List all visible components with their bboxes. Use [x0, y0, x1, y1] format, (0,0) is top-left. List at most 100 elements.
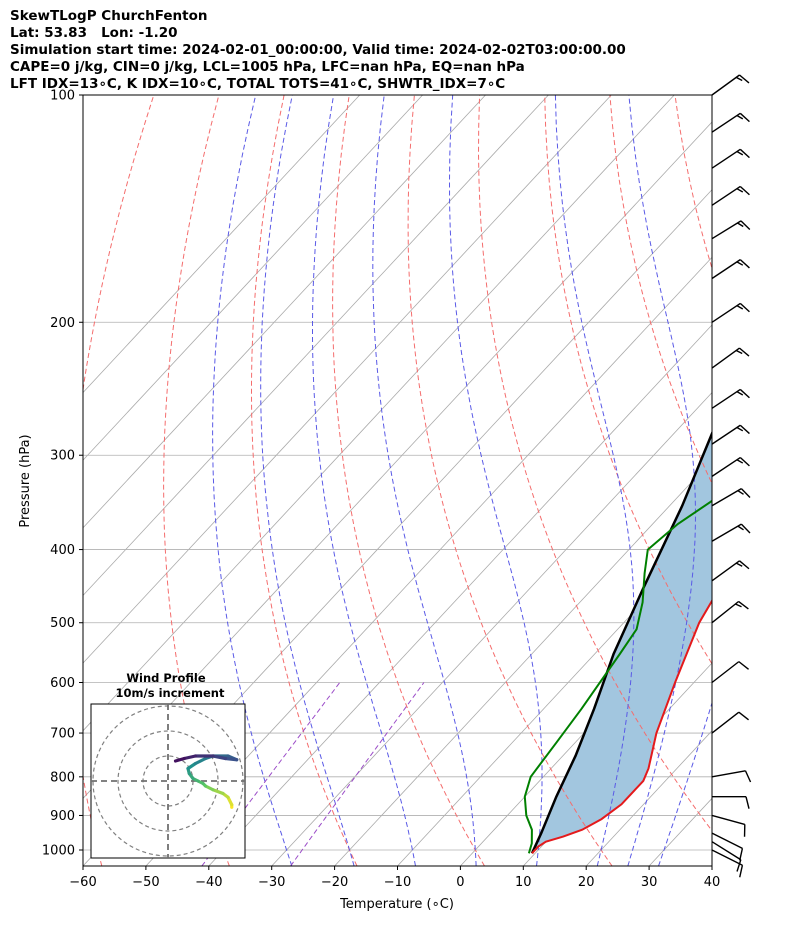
temperature-profile-line	[531, 598, 712, 854]
wind-barb-staff	[711, 347, 740, 369]
isotherm-line	[83, 95, 423, 461]
wind-barb-flag	[739, 302, 750, 313]
wind-barb-staff	[711, 456, 741, 477]
wind-barb-flag	[737, 490, 744, 495]
wind-barb	[711, 302, 750, 323]
wind-barb	[711, 259, 750, 280]
moist-adiabats	[212, 95, 712, 866]
wind-barb-staff	[711, 849, 743, 866]
wind-barb-flag	[739, 848, 744, 861]
dry-adiabats	[83, 95, 712, 866]
y-axis-label: Pressure (hPa)	[18, 434, 33, 527]
moist-adiabat-line	[372, 95, 477, 866]
isotherm-line	[83, 95, 361, 394]
dry-adiabat-line	[251, 95, 358, 866]
wind-barb-staff	[711, 661, 740, 684]
wind-barb	[711, 841, 742, 872]
wind-barb-flag	[736, 426, 744, 432]
moist-adiabat-line	[627, 95, 697, 866]
isotherm-line	[208, 324, 712, 866]
wind-barb-flag	[739, 457, 750, 467]
moist-adiabat-line	[212, 95, 293, 866]
wind-barb-flag	[738, 711, 750, 721]
y-tick-label: 800	[50, 770, 75, 785]
wind-barb-flag	[738, 661, 750, 670]
isotherm-line	[83, 95, 675, 732]
isotherm-line	[711, 865, 712, 866]
wind-barb-staff	[711, 424, 741, 445]
wind-barb	[711, 560, 750, 582]
y-tick-label: 500	[50, 616, 75, 631]
wind-barb-staff	[711, 832, 743, 850]
wind-barb-flag	[738, 600, 749, 610]
x-tick-label: −60	[69, 875, 96, 890]
hodograph-segment	[223, 756, 239, 762]
hodograph-segment	[193, 756, 208, 766]
wind-barb-staff	[711, 523, 742, 542]
title-line-location: Lat: 53.83 Lon: -1.20	[10, 25, 178, 41]
hodograph-segment	[173, 756, 186, 763]
isotherm-line	[585, 730, 712, 866]
wind-barb-flag	[737, 222, 744, 228]
moist-adiabat-line	[658, 701, 712, 866]
wind-barb	[711, 347, 750, 369]
wind-barb-staff	[711, 488, 742, 507]
dry-adiabat-line	[609, 95, 712, 485]
x-tick-label: −30	[258, 875, 285, 890]
wind-barb	[711, 711, 750, 734]
moist-adiabat-line	[448, 95, 543, 866]
x-tick-label: −50	[132, 875, 159, 890]
dry-adiabat-line	[477, 95, 712, 832]
wind-barb-flag	[739, 148, 750, 159]
wind-barb-staff	[711, 560, 740, 582]
wind-barb-staff	[711, 388, 741, 409]
isotherm-line	[397, 527, 712, 866]
x-tick-label: 30	[641, 875, 658, 890]
axis-ticks: −60 −50 −40 −30 −20 −10 0 10 20 30 40 1000 900 800 700…	[42, 89, 720, 891]
wind-barb	[711, 220, 751, 240]
wind-barb-flag	[739, 112, 750, 123]
wind-barb-flag	[740, 488, 751, 498]
y-tick-label: 700	[50, 727, 75, 742]
wind-barb-flag	[736, 459, 744, 464]
wind-barb-staff	[711, 112, 741, 133]
x-tick-label: 20	[578, 875, 595, 890]
wind-barb-flag	[739, 74, 750, 84]
isotherm-line	[83, 95, 612, 664]
wind-barb	[711, 832, 744, 861]
wind-barb	[711, 523, 751, 542]
wind-barb-flag	[736, 261, 744, 266]
wind-barb	[711, 424, 750, 445]
wind-barb-flag	[739, 865, 744, 878]
wind-barb-staff	[711, 770, 746, 778]
y-tick-label: 200	[50, 316, 75, 331]
dry-adiabat-line	[407, 95, 613, 866]
wind-barb-flag	[740, 220, 751, 231]
hodograph-subtitle: 10m/s increment	[116, 686, 225, 700]
title-line-station: SkewTLogP ChurchFenton	[10, 8, 208, 24]
wind-barb	[711, 185, 750, 206]
hodograph-plot	[91, 704, 245, 858]
wind-barb-flag	[736, 391, 744, 396]
wind-barb-flag	[736, 114, 744, 120]
title-line-indices-1: CAPE=0 j/kg, CIN=0 j/kg, LCL=1005 hPa, L…	[10, 59, 525, 75]
x-tick-label: 0	[456, 875, 464, 890]
wind-barb-flag	[739, 388, 750, 399]
wind-barb	[712, 796, 750, 809]
wind-barb-staff	[711, 841, 742, 861]
wind-barb-flag	[740, 523, 751, 534]
wind-barb-staff	[711, 148, 741, 169]
wind-barb	[711, 388, 750, 409]
wind-barb-flag	[737, 525, 744, 531]
wind-barb-staff	[711, 220, 742, 240]
wind-barb	[711, 600, 749, 624]
wind-barb-staff	[711, 711, 740, 734]
figure-title-block: SkewTLogP ChurchFenton Lat: 53.83 Lon: -1…	[10, 8, 626, 93]
x-tick-label: −20	[321, 875, 348, 890]
moist-adiabat-line	[312, 95, 416, 866]
wind-barb-staff	[711, 302, 741, 323]
wind-barb	[711, 112, 750, 133]
moist-adiabat-line	[554, 95, 635, 866]
wind-barb-flag	[735, 76, 743, 82]
